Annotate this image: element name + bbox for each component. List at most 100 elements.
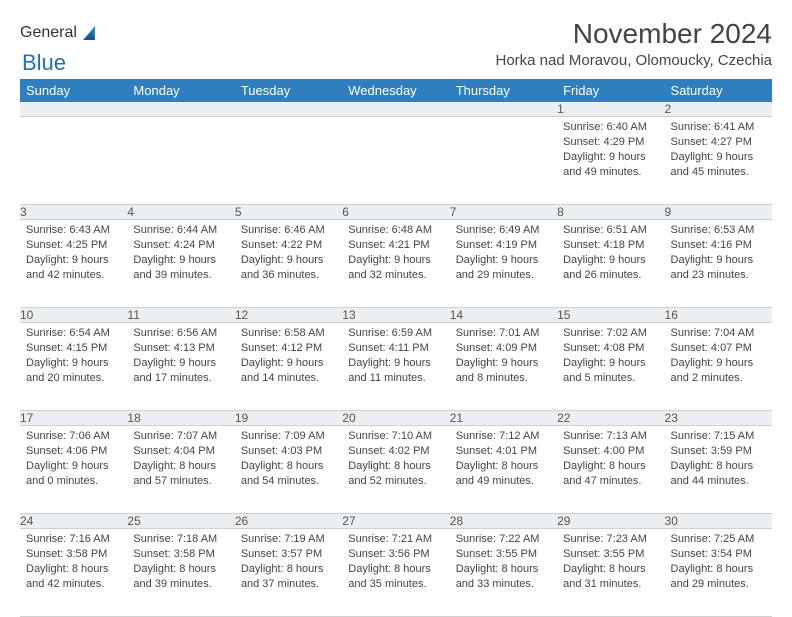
day-cell xyxy=(235,117,342,205)
day-content: Sunrise: 7:06 AMSunset: 4:06 PMDaylight:… xyxy=(20,426,127,492)
day-line: and 39 minutes. xyxy=(133,577,228,592)
day-line: Sunset: 3:57 PM xyxy=(241,547,336,562)
weekday-header: Wednesday xyxy=(342,79,449,102)
day-cell: Sunrise: 7:21 AMSunset: 3:56 PMDaylight:… xyxy=(342,529,449,617)
day-cell: Sunrise: 7:25 AMSunset: 3:54 PMDaylight:… xyxy=(665,529,772,617)
day-cell: Sunrise: 6:58 AMSunset: 4:12 PMDaylight:… xyxy=(235,323,342,411)
day-cell xyxy=(342,117,449,205)
day-content: Sunrise: 6:53 AMSunset: 4:16 PMDaylight:… xyxy=(665,220,772,286)
day-content: Sunrise: 7:02 AMSunset: 4:08 PMDaylight:… xyxy=(557,323,664,389)
day-number: 26 xyxy=(235,514,342,529)
day-line: Sunrise: 7:01 AM xyxy=(456,326,551,341)
day-line: and 57 minutes. xyxy=(133,474,228,489)
day-content xyxy=(127,117,234,124)
day-line: Daylight: 8 hours xyxy=(671,459,766,474)
day-cell: Sunrise: 7:06 AMSunset: 4:06 PMDaylight:… xyxy=(20,426,127,514)
day-cell xyxy=(20,117,127,205)
day-number: 24 xyxy=(20,514,127,529)
daynum-row: 12 xyxy=(20,102,772,117)
logo: General xyxy=(20,24,103,49)
day-line: Sunrise: 6:49 AM xyxy=(456,223,551,238)
day-cell: Sunrise: 7:13 AMSunset: 4:00 PMDaylight:… xyxy=(557,426,664,514)
daynum-row: 24252627282930 xyxy=(20,514,772,529)
day-line: Daylight: 8 hours xyxy=(133,459,228,474)
day-line: and 14 minutes. xyxy=(241,371,336,386)
day-number: 12 xyxy=(235,308,342,323)
day-content: Sunrise: 6:51 AMSunset: 4:18 PMDaylight:… xyxy=(557,220,664,286)
header: General November 2024 Horka nad Moravou,… xyxy=(20,18,772,75)
day-content: Sunrise: 7:16 AMSunset: 3:58 PMDaylight:… xyxy=(20,529,127,595)
day-number: 11 xyxy=(127,308,234,323)
day-number: 13 xyxy=(342,308,449,323)
day-line: and 47 minutes. xyxy=(563,474,658,489)
day-cell: Sunrise: 7:23 AMSunset: 3:55 PMDaylight:… xyxy=(557,529,664,617)
day-line: Daylight: 9 hours xyxy=(671,356,766,371)
day-line: Sunrise: 6:44 AM xyxy=(133,223,228,238)
day-line: and 52 minutes. xyxy=(348,474,443,489)
day-number: 1 xyxy=(557,102,664,117)
day-line: Sunrise: 7:16 AM xyxy=(26,532,121,547)
day-line: Sunrise: 7:21 AM xyxy=(348,532,443,547)
day-line: and 8 minutes. xyxy=(456,371,551,386)
day-line: Daylight: 8 hours xyxy=(348,459,443,474)
day-line: Sunset: 4:06 PM xyxy=(26,444,121,459)
day-line: and 31 minutes. xyxy=(563,577,658,592)
day-line: Daylight: 8 hours xyxy=(671,562,766,577)
logo-text-general: General xyxy=(20,24,77,42)
day-content: Sunrise: 6:40 AMSunset: 4:29 PMDaylight:… xyxy=(557,117,664,183)
day-line: and 39 minutes. xyxy=(133,268,228,283)
day-line: Sunrise: 7:07 AM xyxy=(133,429,228,444)
day-cell: Sunrise: 7:02 AMSunset: 4:08 PMDaylight:… xyxy=(557,323,664,411)
day-line: Daylight: 8 hours xyxy=(563,562,658,577)
day-line: and 42 minutes. xyxy=(26,577,121,592)
day-number: 30 xyxy=(665,514,772,529)
day-line: Daylight: 9 hours xyxy=(671,150,766,165)
day-content: Sunrise: 6:59 AMSunset: 4:11 PMDaylight:… xyxy=(342,323,449,389)
day-content: Sunrise: 7:19 AMSunset: 3:57 PMDaylight:… xyxy=(235,529,342,595)
day-line: and 29 minutes. xyxy=(456,268,551,283)
location-text: Horka nad Moravou, Olomoucky, Czechia xyxy=(495,52,772,69)
day-line: Sunset: 3:56 PM xyxy=(348,547,443,562)
day-cell: Sunrise: 7:04 AMSunset: 4:07 PMDaylight:… xyxy=(665,323,772,411)
day-content: Sunrise: 7:12 AMSunset: 4:01 PMDaylight:… xyxy=(450,426,557,492)
day-line: Sunrise: 7:15 AM xyxy=(671,429,766,444)
day-line: and 33 minutes. xyxy=(456,577,551,592)
day-line: Sunset: 4:03 PM xyxy=(241,444,336,459)
day-line: Sunrise: 7:13 AM xyxy=(563,429,658,444)
day-line: Sunset: 4:00 PM xyxy=(563,444,658,459)
day-number: 10 xyxy=(20,308,127,323)
day-line: Sunrise: 7:02 AM xyxy=(563,326,658,341)
day-number xyxy=(235,102,342,117)
day-line: Daylight: 8 hours xyxy=(26,562,121,577)
day-line: Daylight: 9 hours xyxy=(26,459,121,474)
day-line: Sunrise: 7:12 AM xyxy=(456,429,551,444)
day-number: 21 xyxy=(450,411,557,426)
day-line: and 54 minutes. xyxy=(241,474,336,489)
day-line: and 20 minutes. xyxy=(26,371,121,386)
day-line: Sunset: 4:13 PM xyxy=(133,341,228,356)
day-content: Sunrise: 7:09 AMSunset: 4:03 PMDaylight:… xyxy=(235,426,342,492)
day-content: Sunrise: 6:43 AMSunset: 4:25 PMDaylight:… xyxy=(20,220,127,286)
day-line: Sunrise: 7:09 AM xyxy=(241,429,336,444)
day-line: Sunrise: 6:41 AM xyxy=(671,120,766,135)
day-content: Sunrise: 7:18 AMSunset: 3:58 PMDaylight:… xyxy=(127,529,234,595)
day-line: and 37 minutes. xyxy=(241,577,336,592)
day-cell: Sunrise: 7:19 AMSunset: 3:57 PMDaylight:… xyxy=(235,529,342,617)
day-content: Sunrise: 7:21 AMSunset: 3:56 PMDaylight:… xyxy=(342,529,449,595)
day-line: Sunrise: 6:58 AM xyxy=(241,326,336,341)
day-line: Sunrise: 7:06 AM xyxy=(26,429,121,444)
day-cell: Sunrise: 6:41 AMSunset: 4:27 PMDaylight:… xyxy=(665,117,772,205)
week-row: Sunrise: 7:06 AMSunset: 4:06 PMDaylight:… xyxy=(20,426,772,514)
day-line: Sunset: 4:21 PM xyxy=(348,238,443,253)
day-content xyxy=(342,117,449,124)
day-line: Sunrise: 7:10 AM xyxy=(348,429,443,444)
day-line: Sunrise: 6:51 AM xyxy=(563,223,658,238)
daynum-row: 10111213141516 xyxy=(20,308,772,323)
day-number: 6 xyxy=(342,205,449,220)
day-line: Daylight: 9 hours xyxy=(456,356,551,371)
day-cell: Sunrise: 6:44 AMSunset: 4:24 PMDaylight:… xyxy=(127,220,234,308)
day-line: and 49 minutes. xyxy=(456,474,551,489)
day-line: Daylight: 8 hours xyxy=(563,459,658,474)
day-line: Daylight: 8 hours xyxy=(133,562,228,577)
day-cell: Sunrise: 6:54 AMSunset: 4:15 PMDaylight:… xyxy=(20,323,127,411)
